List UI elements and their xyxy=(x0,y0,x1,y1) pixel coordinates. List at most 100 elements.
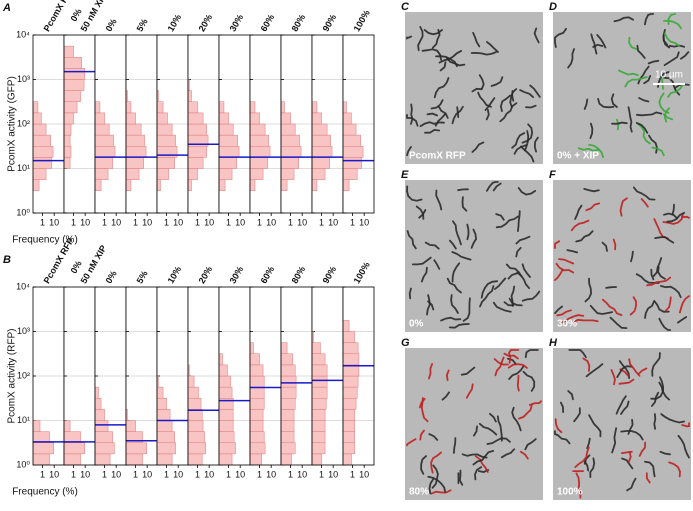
cell xyxy=(663,212,679,220)
cell xyxy=(430,489,452,495)
histogram-bar xyxy=(218,134,238,147)
histogram-bar xyxy=(280,168,295,180)
column-header: 60% xyxy=(259,13,277,34)
micrograph xyxy=(405,12,543,164)
histogram-bar xyxy=(125,453,143,466)
histogram-bar xyxy=(32,179,40,192)
x-tick-label: 1 xyxy=(288,217,293,227)
cell xyxy=(644,460,656,478)
histogram-bar xyxy=(32,453,50,466)
histogram-bar xyxy=(32,112,42,125)
panel-letter: H xyxy=(549,337,558,349)
cell xyxy=(620,400,630,415)
cell xyxy=(533,136,539,153)
cell xyxy=(560,401,564,413)
y-tick-label: 10² xyxy=(17,118,30,128)
histogram-bar xyxy=(342,453,352,466)
histogram-bar xyxy=(63,453,81,466)
histogram-bar xyxy=(280,386,297,399)
column-header: 10% xyxy=(166,265,184,286)
histogram-bar xyxy=(63,57,82,69)
histogram-bar xyxy=(94,453,111,466)
cell xyxy=(615,395,627,415)
cell xyxy=(618,69,639,77)
cell xyxy=(554,430,571,445)
cell xyxy=(628,451,632,463)
cell xyxy=(660,413,685,424)
cell xyxy=(499,94,512,112)
cell xyxy=(654,236,675,244)
histogram-bar xyxy=(311,168,326,180)
y-tick-label: 10⁴ xyxy=(16,29,30,39)
column-header: 20% xyxy=(197,265,215,286)
cell xyxy=(589,304,613,315)
histogram-bar xyxy=(32,442,54,455)
x-tick-label: 10 xyxy=(328,469,338,479)
cell xyxy=(643,75,652,85)
cell xyxy=(477,91,492,108)
cell xyxy=(574,204,583,220)
cell xyxy=(596,34,607,49)
cell xyxy=(437,105,449,119)
cell xyxy=(566,249,578,254)
cell xyxy=(426,112,438,117)
histogram-bar xyxy=(94,386,99,399)
cell xyxy=(519,89,534,98)
histogram-bar xyxy=(218,157,237,169)
histogram-bar xyxy=(311,453,322,466)
cell xyxy=(515,247,522,258)
cell xyxy=(555,262,575,274)
y-axis-label: PcomX activity (RFP) xyxy=(7,328,18,423)
cell xyxy=(638,441,646,457)
histogram-bar xyxy=(218,101,225,114)
panel-letter: B xyxy=(3,254,11,266)
micrograph xyxy=(405,180,543,332)
x-tick-label: 10 xyxy=(266,469,276,479)
y-tick-label: 10³ xyxy=(17,74,30,84)
cell xyxy=(489,412,497,423)
cell xyxy=(461,196,468,212)
x-tick-label: 10 xyxy=(235,217,245,227)
cell xyxy=(438,50,463,64)
histogram-bar xyxy=(342,101,347,114)
cell xyxy=(611,121,628,125)
cell xyxy=(610,93,618,108)
cell xyxy=(524,438,537,451)
histogram-bar xyxy=(280,112,291,125)
cell xyxy=(636,44,646,59)
histogram-bar xyxy=(280,364,296,377)
column-header: 80% xyxy=(290,265,308,286)
micrograph-label: 80% xyxy=(409,487,429,498)
cell xyxy=(486,181,499,192)
cell xyxy=(521,263,531,278)
cell xyxy=(472,31,481,48)
cell xyxy=(583,454,591,465)
cell xyxy=(440,316,462,322)
cell xyxy=(616,118,620,131)
histogram-bar xyxy=(125,123,142,136)
cell xyxy=(657,266,666,280)
cell xyxy=(601,298,623,316)
micrograph-bg xyxy=(553,12,691,164)
cell xyxy=(628,358,641,377)
micrograph-label: 0% xyxy=(409,319,424,330)
cell xyxy=(494,356,505,377)
cell xyxy=(474,455,489,473)
histogram-bar xyxy=(311,134,331,147)
histogram-bar xyxy=(187,101,198,114)
histogram-bar xyxy=(187,123,207,136)
cell xyxy=(421,48,442,61)
cell xyxy=(406,146,412,157)
cell xyxy=(626,477,637,492)
histogram-bar xyxy=(311,364,328,377)
histogram-bar xyxy=(63,431,81,444)
cell xyxy=(499,102,518,123)
cell xyxy=(619,197,628,217)
histogram-bar xyxy=(94,146,116,158)
cell xyxy=(503,352,519,360)
cell xyxy=(466,223,470,241)
cell xyxy=(582,357,591,372)
cell xyxy=(570,219,590,232)
cell xyxy=(485,109,490,121)
y-tick-label: 10⁰ xyxy=(16,207,30,217)
